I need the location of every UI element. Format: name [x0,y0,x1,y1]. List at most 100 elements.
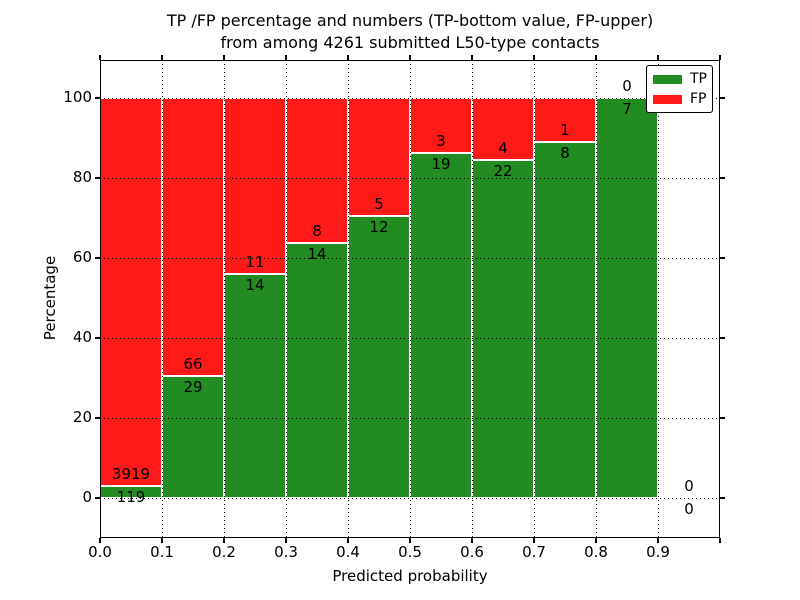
x-tick-bottom [99,538,101,543]
x-tick-top [347,55,349,60]
tp-bar-segment [162,375,224,498]
fp-bar-segment [224,98,286,274]
fp-bar-segment [348,98,410,216]
y-tick-label: 20 [72,408,92,426]
fp-count-label: 11 [245,253,265,271]
x-tick-label: 0.7 [522,543,546,561]
x-axis-label: Predicted probability [332,567,488,585]
tp-count-label: 0 [684,500,694,518]
x-tick-label: 0.2 [212,543,236,561]
grid-h-line [100,418,720,419]
x-tick-top [595,55,597,60]
x-tick-top [161,55,163,60]
fp-bar-segment [410,98,472,153]
tp-bar-segment [286,243,348,498]
x-tick-label: 0.8 [584,543,608,561]
x-tick-bottom [161,538,163,543]
tp-count-label: 7 [622,100,632,118]
fp-bar-segment [162,98,224,376]
y-tick-right [720,497,725,499]
fp-count-label: 4 [498,138,508,157]
x-tick-label: 0.3 [274,543,298,561]
x-tick-label: 0.0 [88,543,112,561]
tp-count-label: 12 [369,217,389,236]
x-tick-label: 0.5 [398,543,422,561]
grid-h-line [100,498,720,499]
fp-count-label: 5 [374,194,384,213]
tp-count-label: 8 [560,144,570,163]
grid-v-line [348,60,349,538]
x-tick-bottom [595,538,597,543]
x-tick-bottom [719,538,721,543]
fp-bar-segment [100,98,162,487]
x-tick-top [533,55,535,60]
y-tick-label: 0 [82,488,92,506]
x-tick-bottom [471,538,473,543]
y-tick-right [720,257,725,259]
grid-h-line [100,178,720,179]
y-tick-left [95,497,100,499]
grid-v-line [162,60,163,538]
grid-v-line [224,60,225,538]
x-tick-top [657,55,659,60]
x-tick-label: 0.1 [150,543,174,561]
tp-bar-segment [348,215,410,498]
chart-title-line2: from among 4261 submitted L50-type conta… [220,33,600,52]
tp-bar-segment [410,152,472,498]
legend-swatch-fp [653,94,682,104]
legend-item-fp: FP [653,91,707,107]
x-tick-top [223,55,225,60]
chart-title: TP /FP percentage and numbers (TP-bottom… [167,10,653,54]
tp-count-label: 22 [493,161,513,180]
chart-title-line1: TP /FP percentage and numbers (TP-bottom… [166,11,654,30]
x-tick-bottom [409,538,411,543]
fp-count-label: 66 [183,354,203,373]
legend: TP FP [646,65,713,113]
tp-count-label: 119 [116,488,146,507]
y-axis-label: Percentage [41,255,59,341]
grid-v-line [596,60,597,538]
grid-h-line [100,98,720,99]
tp-bar-segment [224,274,286,498]
y-tick-right [720,417,725,419]
grid-v-line [658,60,659,538]
x-tick-label: 0.9 [646,543,670,561]
y-tick-label: 40 [72,328,92,346]
x-tick-top [99,55,101,60]
grid-v-line [472,60,473,538]
x-tick-bottom [285,538,287,543]
y-tick-left [95,257,100,259]
fp-count-label: 1 [560,121,570,140]
grid-h-line [100,258,720,259]
y-tick-right [720,337,725,339]
grid-h-line [100,338,720,339]
y-tick-left [95,97,100,99]
legend-item-tp: TP [653,71,707,87]
tp-bar-segment [534,142,596,498]
x-tick-bottom [533,538,535,543]
x-tick-bottom [657,538,659,543]
fp-count-label: 3 [436,131,446,150]
grid-v-line [286,60,287,538]
y-tick-label: 80 [72,168,92,186]
legend-label-tp: TP [690,71,707,87]
y-tick-left [95,337,100,339]
y-tick-left [95,177,100,179]
y-tick-right [720,97,725,99]
fp-count-label: 0 [622,77,632,95]
tp-count-label: 14 [307,245,327,264]
legend-label-fp: FP [690,91,707,107]
x-tick-label: 0.6 [460,543,484,561]
x-tick-bottom [223,538,225,543]
fp-count-label: 0 [684,477,694,495]
fp-count-label: 8 [312,222,322,241]
fp-count-label: 3919 [111,465,151,484]
x-tick-top [471,55,473,60]
tp-bar-segment [596,98,658,498]
x-tick-label: 0.4 [336,543,360,561]
x-tick-top [285,55,287,60]
tp-count-label: 29 [183,377,203,396]
tp-count-label: 19 [431,154,451,173]
y-tick-label: 60 [72,248,92,266]
